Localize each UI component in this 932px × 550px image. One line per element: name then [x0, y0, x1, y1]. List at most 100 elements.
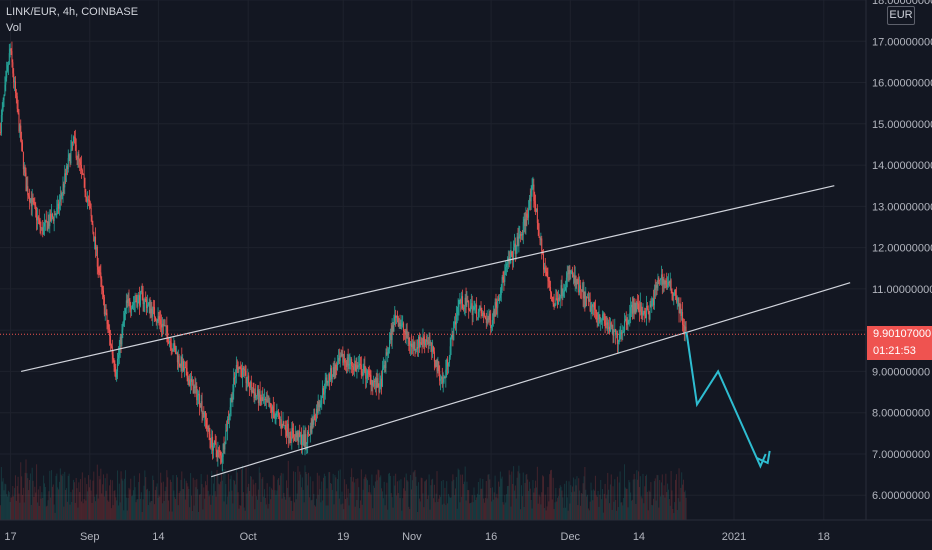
candle-body [308, 434, 310, 436]
candle-body [488, 313, 490, 320]
drawings[interactable] [0, 185, 866, 478]
volume-bar [418, 498, 420, 520]
volume-bar [113, 491, 115, 520]
volume-bar [47, 500, 49, 520]
volume-bar [513, 490, 515, 520]
candle-body [569, 269, 571, 274]
volume-bar [616, 510, 618, 520]
volume-bar [625, 488, 627, 520]
volume-indicator-label[interactable]: Vol [6, 22, 22, 34]
candle-body [382, 366, 384, 370]
volume-bar [130, 478, 132, 520]
volume-bar [214, 491, 216, 520]
volume-bar [267, 508, 269, 520]
candle-body [439, 371, 441, 381]
volume-bar [676, 510, 678, 520]
candle-body [591, 305, 593, 306]
candle-body [665, 280, 667, 283]
volume-bar [399, 498, 401, 520]
candle-body [606, 322, 608, 325]
time-axis[interactable]: 17 Sep 14 Oct 19 Nov 16 Dec 14 2021 18 [4, 531, 829, 543]
candle-body [442, 382, 444, 384]
candle-body [256, 395, 258, 397]
volume-bar [271, 489, 273, 520]
volume-bar [244, 510, 246, 520]
volume-bar [390, 493, 392, 520]
candle-body [29, 198, 31, 203]
candle-body [293, 437, 295, 441]
volume-bar [243, 507, 245, 520]
candle-body [682, 324, 684, 326]
candle-body [268, 401, 270, 407]
candle-body [653, 298, 655, 306]
candle-body [667, 285, 669, 287]
volume-bar [185, 480, 187, 520]
volume-bar [82, 503, 84, 520]
candle-body [548, 280, 550, 282]
volume-bar [30, 504, 32, 520]
volume-bar [499, 471, 501, 520]
candle-body [376, 378, 378, 388]
candle-body [455, 314, 457, 325]
volume-bar [275, 494, 277, 520]
candle-body [93, 232, 95, 242]
candle-body [65, 173, 67, 175]
volume-bar [678, 468, 680, 520]
candle-body [6, 71, 8, 78]
candle-body [101, 279, 103, 288]
volume-bar [10, 497, 12, 520]
volume-bar [562, 497, 564, 520]
candle-body [117, 358, 119, 372]
volume-bar [482, 479, 484, 520]
candle-body [151, 308, 153, 317]
candle-body [8, 53, 10, 65]
candle-body [530, 190, 532, 202]
candle-body [406, 329, 408, 339]
volume-bar [456, 508, 458, 520]
candle-body [359, 363, 361, 366]
candle-body [344, 359, 346, 362]
candle-body [58, 203, 60, 209]
volume-bar [227, 473, 229, 520]
volume-bar [453, 479, 455, 520]
candle-body [645, 305, 647, 319]
candle-body [595, 309, 597, 313]
channel-upper-line[interactable] [20, 185, 835, 373]
projection-path[interactable] [685, 332, 767, 469]
volume-bar [679, 501, 681, 520]
volume-bar [446, 481, 448, 520]
candle-body [639, 302, 641, 312]
candle-body [95, 246, 97, 250]
volume-bar [338, 498, 340, 520]
symbol-title[interactable]: LINK/EUR, 4h, COINBASE [6, 6, 139, 18]
candle-body [658, 277, 660, 280]
candle-body [583, 291, 585, 299]
volume-bar [234, 480, 236, 520]
volume-bar [299, 471, 301, 520]
volume-bar [440, 481, 442, 520]
candle-body [430, 342, 432, 344]
channel-lower-line[interactable] [211, 282, 851, 478]
volume-bar [124, 478, 126, 520]
candle-body [594, 302, 596, 310]
volume-bar [648, 490, 650, 520]
volume-bar [432, 478, 434, 520]
volume-bar [603, 493, 605, 520]
candle-body [533, 184, 535, 201]
candle-body [520, 234, 522, 236]
volume-bar [506, 486, 508, 520]
candle-body [77, 154, 79, 159]
candle-body [256, 389, 258, 396]
volume-bar [44, 486, 46, 520]
currency-button[interactable]: EUR [887, 6, 915, 25]
candle-body [68, 154, 70, 158]
volume-bar [358, 487, 360, 520]
volume-bar [469, 503, 471, 520]
candle-body [538, 229, 540, 238]
volume-bar [424, 481, 426, 520]
volume-bar [158, 494, 160, 520]
candle-body [202, 412, 204, 414]
candle-body [61, 193, 63, 196]
volume-bar [188, 488, 190, 520]
